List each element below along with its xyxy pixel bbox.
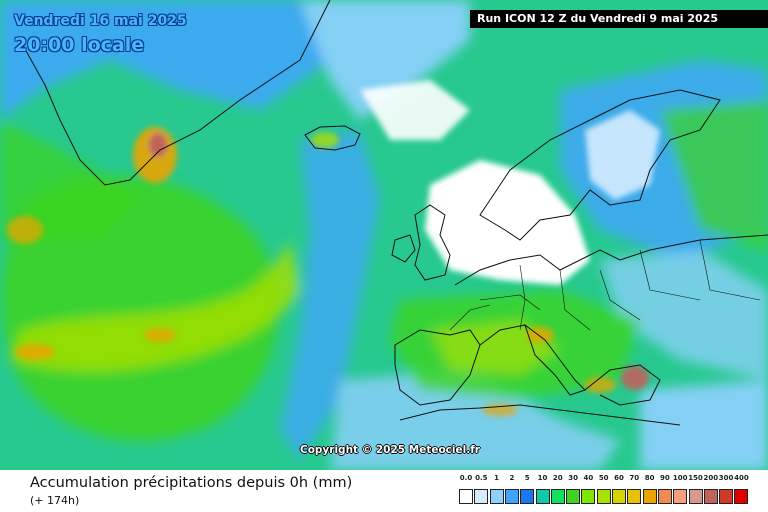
max-atlantic-2: [144, 328, 176, 342]
legend-swatch: [550, 489, 565, 504]
footer-subtitle: (+ 174h): [30, 494, 80, 507]
coast-scandinavia: [479, 89, 721, 241]
coast-greenland: [19, 0, 331, 186]
footer-title: Accumulation précipitations depuis 0h (m…: [30, 475, 353, 491]
precip-field: [0, 0, 768, 470]
legend-label: 20: [552, 474, 563, 482]
footer-bar: Accumulation précipitations depuis 0h (m…: [0, 470, 768, 512]
legend-swatch: [734, 489, 749, 504]
field-yellowgreen-spiral: [10, 240, 300, 372]
legend-label: 10: [537, 474, 548, 482]
legend-label: 200: [703, 474, 719, 482]
map-canvas: [0, 0, 768, 470]
legend-swatch: [719, 489, 734, 504]
field-blue-east: [600, 250, 768, 380]
field-blue-iberia: [330, 370, 620, 470]
legend-swatch: [673, 489, 688, 504]
legend-label: 70: [629, 474, 640, 482]
coast-mediterranean: [479, 324, 661, 406]
legend-label: 90: [660, 474, 670, 482]
field-white-scandinavia: [585, 110, 660, 200]
coast-iberia: [394, 329, 481, 406]
coastlines: [19, 0, 768, 426]
coast-continent: [454, 234, 768, 286]
field-green-spiral: [1, 176, 279, 441]
max-iceland: [311, 132, 339, 148]
coast-iceland: [304, 125, 361, 151]
field-lightblue-southeast: [640, 380, 768, 470]
field-blue-northwest: [0, 0, 330, 120]
legend-label: 40: [583, 474, 594, 482]
field-white-northsea: [425, 160, 590, 285]
legend-swatch: [459, 489, 473, 504]
legend-swatch: [520, 489, 535, 504]
legend-label: 0.5: [475, 474, 488, 482]
max-greece: [621, 366, 649, 390]
legend-swatch: [474, 489, 489, 504]
legend-swatch: [642, 489, 657, 504]
coast-africa: [399, 404, 681, 426]
field-green-east: [660, 100, 768, 250]
legend-swatch: [581, 489, 596, 504]
color-legend: 0.0 0.5 1 2 5 10 20 30 40 50 60 70 80 90 100 150 200 300 4…: [459, 474, 751, 508]
field-blue-band-mid: [280, 130, 380, 460]
legend-label: 300: [718, 474, 734, 482]
coast-british-isles: [414, 204, 451, 281]
legend-swatch: [504, 489, 519, 504]
precipitation-map: [0, 0, 768, 470]
legend-swatch: [657, 489, 672, 504]
legend-label: 60: [614, 474, 624, 482]
legend-label: 50: [598, 474, 609, 482]
legend-swatch: [612, 489, 626, 504]
legend-label: 400: [734, 474, 749, 482]
legend-label: 100: [672, 474, 688, 482]
valid-time: 20:00 locale: [14, 34, 145, 56]
legend-swatch: [627, 489, 642, 504]
legend-label: 80: [644, 474, 655, 482]
legend-label: 2: [509, 474, 515, 482]
max-balkans: [584, 377, 616, 393]
field-green-greenland-west: [0, 120, 140, 240]
copyright-text: Copyright © 2025 Meteociel.fr: [300, 444, 480, 456]
legend-swatch: [566, 489, 581, 504]
legend-label: 1: [494, 474, 500, 482]
coast-borders: [449, 239, 761, 331]
max-west-patch: [7, 216, 43, 244]
legend-swatch: [535, 489, 550, 504]
legend-swatch: [489, 489, 504, 504]
legend-label: 5: [524, 474, 530, 482]
legend-swatch: [688, 489, 703, 504]
field-lightblue-north: [300, 0, 470, 120]
max-atlantic-1: [15, 344, 55, 360]
field-white-north-atlantic: [360, 80, 470, 140]
legend-swatch: [703, 489, 718, 504]
legend-label: 30: [568, 474, 578, 482]
coast-ireland: [391, 234, 416, 263]
legend-label: 0.0: [459, 474, 473, 482]
max-greenland-core: [149, 133, 167, 157]
valid-date: Vendredi 16 mai 2025: [14, 13, 187, 29]
run-info: Run ICON 12 Z du Vendredi 9 mai 2025: [470, 10, 768, 28]
legend-swatch: [596, 489, 611, 504]
legend-label: 150: [688, 474, 703, 482]
